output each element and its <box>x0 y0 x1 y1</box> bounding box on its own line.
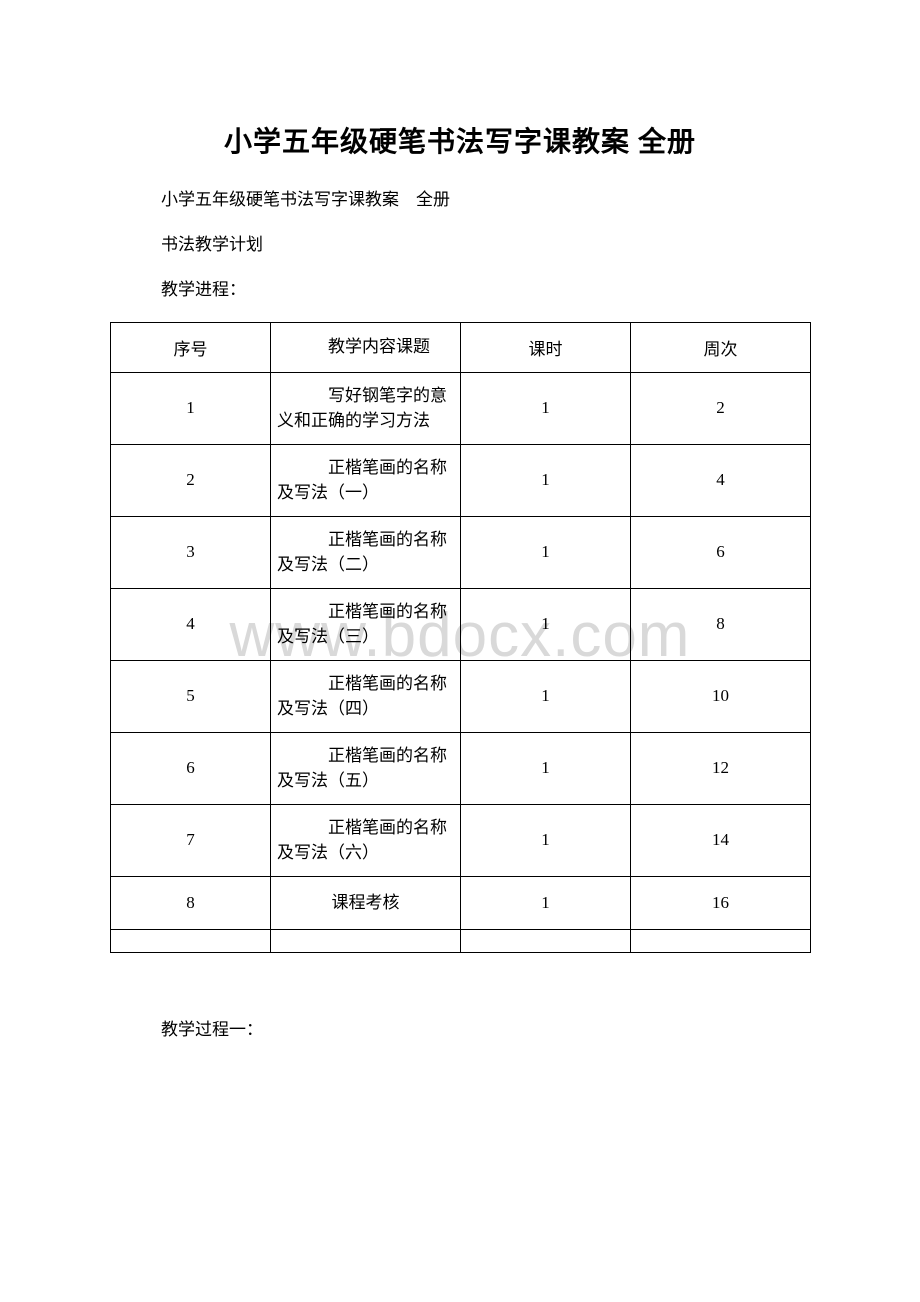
cell-seq: 1 <box>111 372 271 444</box>
cell-topic: 课程考核 <box>271 876 461 929</box>
cell-week: 2 <box>631 372 811 444</box>
cell-topic: 写好钢笔字的意义和正确的学习方法 <box>271 372 461 444</box>
paragraph-plan: 书法教学计划 <box>110 231 810 258</box>
table-row: 4 正楷笔画的名称及写法（三） 1 8 <box>111 588 811 660</box>
cell-seq: 2 <box>111 444 271 516</box>
table-row: 2 正楷笔画的名称及写法（一） 1 4 <box>111 444 811 516</box>
cell-topic: 正楷笔画的名称及写法（六） <box>271 804 461 876</box>
paragraph-subtitle: 小学五年级硬笔书法写字课教案 全册 <box>110 186 810 213</box>
cell-hours: 1 <box>461 660 631 732</box>
table-row: 5 正楷笔画的名称及写法（四） 1 10 <box>111 660 811 732</box>
schedule-table: 序号 教学内容课题 课时 周次 1 写好钢笔字的意义和正确的学习方法 1 2 2 <box>110 322 811 953</box>
header-hours: 课时 <box>461 322 631 372</box>
cell-seq: 7 <box>111 804 271 876</box>
paragraph-footer: 教学过程一： <box>110 1015 810 1040</box>
header-topic: 教学内容课题 <box>271 322 461 372</box>
schedule-table-container: 序号 教学内容课题 课时 周次 1 写好钢笔字的意义和正确的学习方法 1 2 2 <box>110 322 810 953</box>
cell-empty <box>631 929 811 952</box>
cell-empty <box>111 929 271 952</box>
table-row: 8 课程考核 1 16 <box>111 876 811 929</box>
paragraph-progress: 教学进程： <box>110 276 810 303</box>
cell-week: 12 <box>631 732 811 804</box>
cell-topic: 正楷笔画的名称及写法（二） <box>271 516 461 588</box>
cell-topic: 正楷笔画的名称及写法（一） <box>271 444 461 516</box>
cell-week: 10 <box>631 660 811 732</box>
cell-empty <box>461 929 631 952</box>
cell-hours: 1 <box>461 516 631 588</box>
table-row-empty <box>111 929 811 952</box>
cell-seq: 8 <box>111 876 271 929</box>
table-row: 3 正楷笔画的名称及写法（二） 1 6 <box>111 516 811 588</box>
cell-hours: 1 <box>461 876 631 929</box>
table-header-row: 序号 教学内容课题 课时 周次 <box>111 322 811 372</box>
cell-hours: 1 <box>461 804 631 876</box>
cell-hours: 1 <box>461 372 631 444</box>
header-week: 周次 <box>631 322 811 372</box>
page-title: 小学五年级硬笔书法写字课教案 全册 <box>110 120 810 160</box>
cell-empty <box>271 929 461 952</box>
cell-seq: 5 <box>111 660 271 732</box>
cell-week: 6 <box>631 516 811 588</box>
table-row: 7 正楷笔画的名称及写法（六） 1 14 <box>111 804 811 876</box>
cell-week: 16 <box>631 876 811 929</box>
cell-seq: 6 <box>111 732 271 804</box>
cell-week: 14 <box>631 804 811 876</box>
cell-week: 8 <box>631 588 811 660</box>
cell-topic: 正楷笔画的名称及写法（四） <box>271 660 461 732</box>
table-row: 1 写好钢笔字的意义和正确的学习方法 1 2 <box>111 372 811 444</box>
cell-seq: 3 <box>111 516 271 588</box>
cell-seq: 4 <box>111 588 271 660</box>
cell-week: 4 <box>631 444 811 516</box>
cell-topic: 正楷笔画的名称及写法（五） <box>271 732 461 804</box>
header-seq: 序号 <box>111 322 271 372</box>
cell-hours: 1 <box>461 444 631 516</box>
cell-topic: 正楷笔画的名称及写法（三） <box>271 588 461 660</box>
table-row: 6 正楷笔画的名称及写法（五） 1 12 <box>111 732 811 804</box>
cell-hours: 1 <box>461 732 631 804</box>
cell-hours: 1 <box>461 588 631 660</box>
